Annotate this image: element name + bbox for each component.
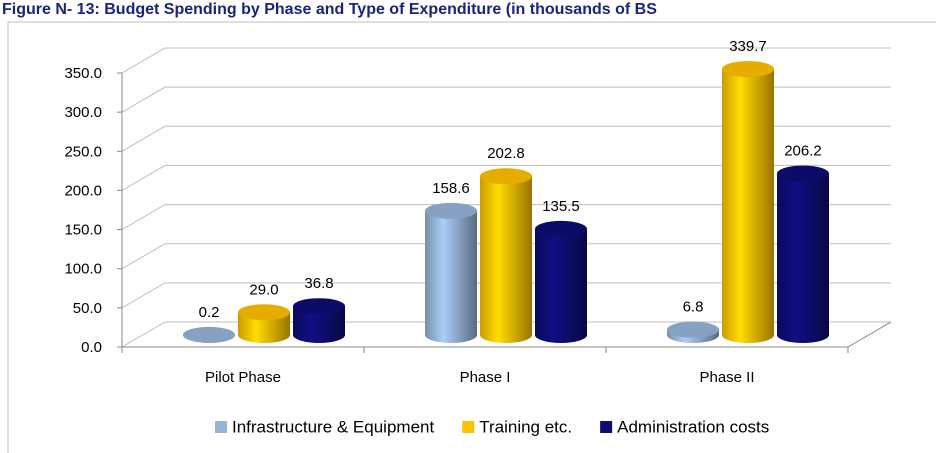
legend-swatch	[215, 421, 227, 433]
grid-line	[121, 86, 891, 113]
value-label: 0.2	[199, 304, 220, 321]
bar-top	[722, 61, 774, 78]
grid-line	[121, 321, 891, 348]
bar	[425, 210, 477, 343]
bar-top	[293, 298, 345, 315]
bar-top	[667, 321, 719, 338]
grid-line	[121, 243, 891, 270]
x-tick-label: Phase II	[699, 369, 754, 386]
grid-line	[121, 282, 891, 309]
value-label: 36.8	[304, 275, 333, 292]
legend-label: Administration costs	[617, 417, 769, 436]
bar	[238, 312, 290, 343]
x-tick-label: Phase I	[460, 369, 511, 386]
y-tick-label: 150.0	[64, 222, 102, 239]
value-label: 158.6	[432, 180, 470, 197]
bar	[722, 69, 774, 344]
value-label: 29.0	[249, 281, 278, 298]
value-label: 206.2	[784, 143, 822, 160]
y-tick-label: 50.0	[73, 300, 102, 317]
x-tick-label: Pilot Phase	[205, 369, 281, 386]
grid-line	[121, 125, 891, 152]
bar	[480, 176, 532, 343]
value-label: 135.5	[542, 198, 580, 215]
chart-title: Figure N- 13: Budget Spending by Phase a…	[2, 1, 657, 18]
y-tick-label: 300.0	[64, 104, 102, 121]
bar	[535, 228, 587, 343]
chart-frame	[7, 21, 936, 453]
y-tick-label: 100.0	[64, 261, 102, 278]
legend-swatch	[600, 421, 613, 433]
value-label: 202.8	[487, 145, 525, 162]
bar-top	[480, 168, 532, 185]
legend-label: Training etc.	[479, 417, 572, 436]
bar-top	[183, 326, 235, 343]
bar	[777, 173, 829, 343]
bar	[293, 306, 345, 343]
value-label: 339.7	[729, 38, 767, 55]
value-label: 6.8	[683, 299, 704, 316]
y-tick-label: 250.0	[64, 143, 102, 160]
y-tick-label: 350.0	[64, 65, 102, 82]
bar-top	[535, 220, 587, 237]
y-tick-label: 200.0	[64, 182, 102, 199]
grid-line	[121, 47, 891, 74]
y-tick-label: 0.0	[81, 339, 102, 356]
grid-line	[121, 164, 891, 191]
bar-top	[238, 304, 290, 321]
bar-top	[425, 202, 477, 219]
grid-line	[121, 204, 891, 231]
bar-top	[777, 165, 829, 182]
legend-swatch	[462, 421, 475, 433]
legend-label: Infrastructure & Equipment	[232, 417, 434, 436]
